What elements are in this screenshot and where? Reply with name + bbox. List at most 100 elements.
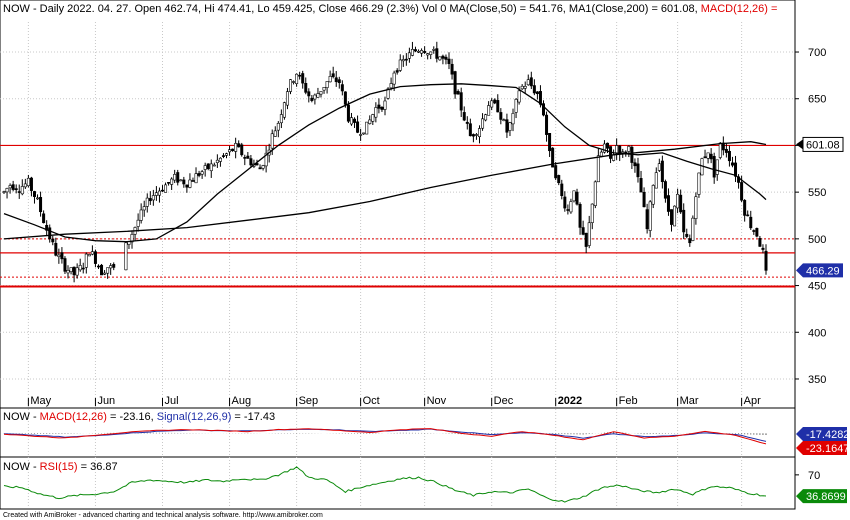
candle-body: [423, 51, 427, 53]
candle-body: [587, 222, 591, 246]
candle-body: [648, 201, 652, 231]
candle-body: [145, 197, 149, 207]
candle-body: [279, 114, 283, 124]
candle-body: [715, 159, 719, 175]
candle-body: [215, 159, 219, 163]
candle-body: [392, 72, 396, 85]
candle-body: [560, 183, 564, 197]
candle-body: [734, 162, 738, 177]
price-panel: [0, 0, 796, 409]
candle-body: [32, 191, 36, 197]
candle-body: [5, 188, 9, 193]
candle-body: [633, 162, 637, 167]
candle-body: [548, 132, 552, 152]
candle-body: [264, 152, 268, 167]
candle-body: [231, 148, 235, 152]
candle-body: [249, 158, 253, 166]
moving-averages: [3, 83, 767, 243]
candle-body: [459, 92, 463, 111]
candle-body: [234, 143, 238, 152]
candle-body: [481, 118, 485, 129]
candle-body: [176, 172, 180, 183]
candle-body: [17, 191, 21, 193]
candle-body: [752, 230, 756, 232]
candle-body: [313, 94, 317, 100]
ma200-line: [3, 141, 767, 240]
candle-body: [258, 167, 262, 170]
candle-body: [353, 118, 357, 123]
candle-body: [173, 174, 177, 181]
candle-body: [712, 156, 716, 178]
candle-body: [496, 100, 500, 113]
candle-body: [465, 121, 469, 124]
candle-body: [474, 134, 478, 136]
candle-body: [136, 219, 140, 227]
candle-body: [462, 112, 466, 121]
candle-body: [654, 172, 658, 189]
candle-body: [508, 122, 512, 131]
candle-body: [185, 184, 189, 188]
signal-badge-shape: [796, 427, 847, 441]
candle-body: [453, 71, 457, 95]
candle-body: [417, 50, 421, 53]
candle-body: [124, 242, 128, 271]
candle-body: [170, 178, 174, 185]
candle-body: [520, 85, 524, 90]
candle-body: [389, 83, 393, 89]
candle-body: [66, 270, 70, 274]
candle-body: [334, 77, 338, 83]
candle-body: [2, 191, 6, 193]
rsi-series: 70: [3, 466, 820, 503]
candle-body: [81, 267, 85, 270]
month-label: Sep: [299, 395, 319, 407]
candle-body: [377, 104, 381, 109]
candle-body: [746, 214, 750, 217]
candle-body: [103, 272, 107, 275]
candle-body: [679, 194, 683, 213]
candle-body: [84, 253, 88, 268]
candle-body: [660, 160, 664, 183]
candle-body: [243, 157, 247, 159]
candle-body: [106, 267, 110, 274]
candle-body: [362, 132, 366, 135]
candle-body: [194, 173, 198, 184]
candle-body: [398, 59, 402, 71]
candle-body: [666, 195, 670, 212]
candle-body: [627, 146, 631, 152]
signal-badge: -17.4282: [796, 427, 849, 441]
candle-body: [331, 73, 335, 77]
candle-body: [255, 163, 259, 166]
candle-body: [383, 100, 387, 110]
candle-body: [307, 91, 311, 97]
candle-body: [758, 238, 762, 247]
candle-body: [87, 254, 91, 257]
candle-body: [200, 171, 204, 175]
candle-body: [526, 79, 530, 86]
candle-body: [420, 50, 424, 54]
candle-body: [228, 149, 232, 153]
y-tick-label: 500: [808, 234, 826, 246]
candle-body: [566, 209, 570, 211]
candle-body: [709, 153, 713, 160]
candle-body: [209, 163, 213, 172]
candle-body: [261, 165, 265, 169]
candle-body: [292, 81, 296, 83]
candle-body: [493, 99, 497, 104]
candle-body: [703, 156, 707, 159]
rsi-badge-shape: [796, 489, 847, 504]
candle-body: [100, 264, 104, 276]
macd-badge-text: -23.1647: [806, 443, 849, 455]
ma200-badge-arrow: [796, 139, 803, 150]
candle-body: [670, 209, 674, 225]
close-badge-shape: [796, 263, 843, 278]
candle-body: [167, 182, 171, 184]
candle-body: [356, 121, 360, 133]
candle-body: [441, 55, 445, 59]
candle-body: [130, 234, 134, 243]
candle-body: [691, 217, 695, 241]
candle-body: [545, 114, 549, 135]
candle-body: [740, 182, 744, 201]
candle-body: [78, 265, 82, 271]
candle-body: [154, 192, 158, 196]
candle-body: [551, 147, 555, 168]
